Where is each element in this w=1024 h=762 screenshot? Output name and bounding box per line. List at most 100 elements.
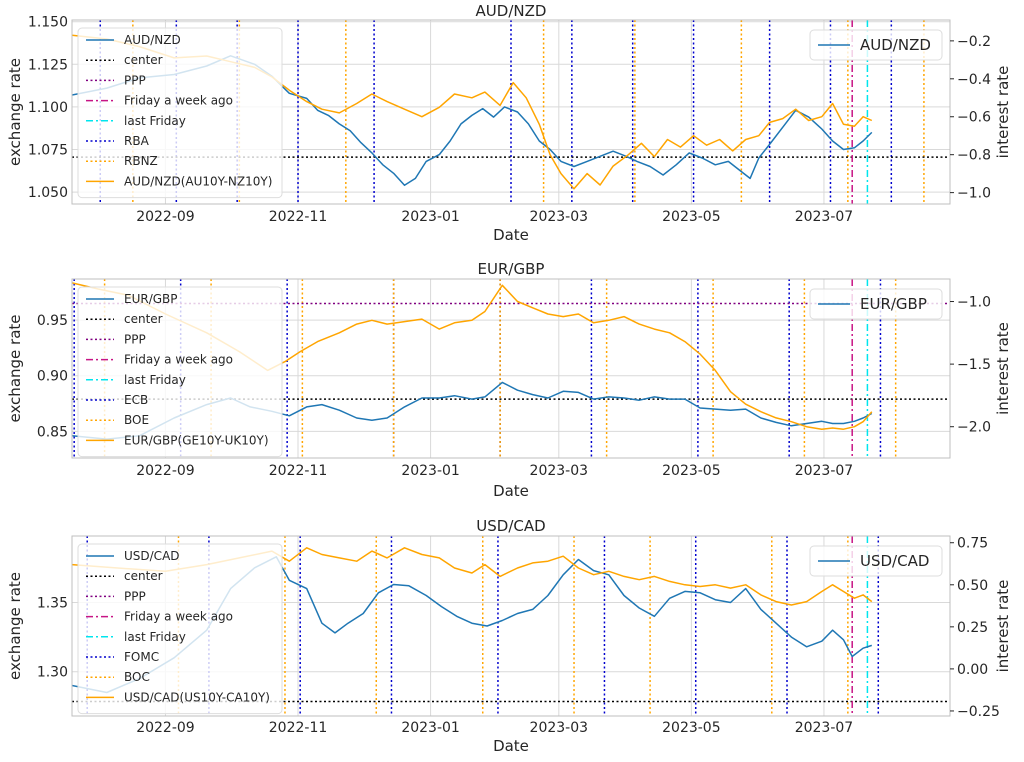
legend-entry-label: EUR/GBP	[124, 292, 178, 306]
x-tick-label: 2023-01	[401, 720, 460, 736]
x-tick-label: 2022-11	[269, 720, 328, 736]
y-tick-label: 0.95	[37, 313, 68, 329]
y-tick-label: 1.150	[28, 15, 68, 31]
y2-tick-label: 0.25	[957, 620, 988, 636]
fx-series-line	[72, 55, 873, 187]
x-tick-label: 2022-09	[136, 209, 195, 225]
legend-entry-label: last Friday	[124, 114, 186, 128]
y-tick-label: 1.075	[28, 142, 68, 158]
legend-entry-label: AUD/NZD	[860, 36, 931, 54]
y-tick-label: 0.85	[37, 424, 68, 440]
chart-title: EUR/GBP	[478, 260, 545, 278]
legend-entry-label: Friday a week ago	[124, 610, 233, 624]
y-tick-label: 1.050	[28, 185, 68, 201]
legend-box	[77, 286, 283, 458]
y-tick-label: 1.100	[28, 100, 68, 116]
x-axis-label: Date	[493, 226, 529, 244]
legend-entry-label: BOC	[124, 670, 150, 684]
y2-tick-label: 0.50	[957, 578, 988, 594]
y2-axis-label: interest rate	[994, 580, 1012, 673]
legend-entry-label: RBA	[124, 134, 150, 148]
legend-left: EUR/GBP center PPP Friday a week ago last Fr…	[77, 286, 283, 458]
x-tick-label: 2022-11	[269, 209, 328, 225]
legend-right: USD/CAD	[809, 545, 943, 577]
legend-entry-label: center	[124, 569, 163, 583]
y-tick-label: 1.30	[37, 665, 68, 681]
rate-series-line	[72, 547, 873, 606]
y2-tick-label: −0.25	[957, 704, 1000, 720]
y2-tick-label: −1.0	[957, 295, 991, 311]
axes-frame	[71, 278, 951, 459]
x-tick-label: 2023-07	[795, 463, 854, 479]
y-axis-label: exchange rate	[6, 314, 24, 422]
legend-entry-label: last Friday	[124, 373, 186, 387]
y2-tick-label: 0.75	[957, 536, 988, 552]
legend-right: AUD/NZD	[809, 29, 943, 61]
legend-right: EUR/GBP	[809, 288, 943, 320]
legend-box	[77, 543, 283, 715]
rate-series-line	[72, 282, 873, 430]
y2-tick-label: −1.5	[957, 357, 991, 373]
legend-entry-label: USD/CAD	[860, 552, 929, 570]
y-tick-label: 0.90	[37, 369, 68, 385]
chart-title: USD/CAD	[476, 517, 545, 535]
x-tick-label: 2023-03	[530, 209, 589, 225]
x-tick-label: 2023-05	[662, 209, 721, 225]
legend-entry-label: center	[124, 312, 163, 326]
x-tick-label: 2023-07	[795, 720, 854, 736]
y2-axis-label: interest rate	[994, 66, 1012, 159]
x-tick-label: 2023-05	[662, 720, 721, 736]
chart-panel-2: EUR/GBP 2022-09 2022-11 2023-01 2023-03 2023-…	[6, 260, 1012, 500]
y2-tick-label: −0.6	[957, 110, 991, 126]
legend-entry-label: PPP	[124, 73, 146, 87]
y2-tick-label: −1.0	[957, 186, 991, 202]
y-axis-label: exchange rate	[6, 58, 24, 166]
chart-title: AUD/NZD	[476, 2, 547, 20]
legend-entry-label: AUD/NZD	[124, 33, 181, 47]
legend-entry-label: EUR/GBP(GE10Y-UK10Y)	[124, 433, 269, 447]
legend-left: USD/CAD center PPP Friday a week ago last Fr…	[77, 543, 283, 715]
axes-frame	[71, 535, 951, 717]
legend-box	[809, 545, 943, 577]
y-axis-label: exchange rate	[6, 572, 24, 680]
legend-entry-label: ECB	[124, 393, 148, 407]
y2-tick-label: 0.00	[957, 662, 988, 678]
y2-axis-label: interest rate	[994, 322, 1012, 415]
x-tick-label: 2022-09	[136, 463, 195, 479]
legend-entry-label: BOE	[124, 413, 149, 427]
legend-box	[77, 27, 283, 199]
x-tick-label: 2023-03	[530, 720, 589, 736]
legend-box	[809, 288, 943, 320]
legend-entry-label: center	[124, 53, 163, 67]
x-axis-label: Date	[493, 482, 529, 500]
legend-entry-label: PPP	[124, 589, 146, 603]
x-tick-label: 2023-03	[530, 463, 589, 479]
y-tick-label: 1.125	[28, 57, 68, 73]
x-tick-label: 2023-01	[401, 463, 460, 479]
legend-entry-label: AUD/NZD(AU10Y-NZ10Y)	[124, 174, 272, 188]
legend-box	[809, 29, 943, 61]
x-tick-label: 2022-09	[136, 720, 195, 736]
x-axis-label: Date	[493, 737, 529, 755]
legend-entry-label: USD/CAD(US10Y-CA10Y)	[124, 690, 270, 704]
legend-entry-label: last Friday	[124, 630, 186, 644]
y2-tick-label: −0.2	[957, 34, 991, 50]
chart-panel-3: USD/CAD 2022-09 2022-11 2023-01 2023-03 2023-…	[6, 517, 1012, 755]
y2-tick-label: −0.4	[957, 72, 991, 88]
legend-entry-label: EUR/GBP	[860, 295, 927, 313]
legend-entry-label: RBNZ	[124, 154, 158, 168]
y2-tick-label: −2.0	[957, 420, 991, 436]
legend-entry-label: FOMC	[124, 650, 159, 664]
legend-left: AUD/NZD center PPP Friday a week ago last Fr…	[77, 27, 283, 199]
fx-series-line	[72, 556, 873, 694]
axes-frame	[71, 19, 951, 205]
legend-entry-label: Friday a week ago	[124, 353, 233, 367]
legend-entry-label: Friday a week ago	[124, 94, 233, 108]
x-tick-label: 2023-05	[662, 463, 721, 479]
legend-entry-label: PPP	[124, 332, 146, 346]
x-tick-label: 2023-07	[795, 209, 854, 225]
fx-series-line	[72, 381, 873, 440]
chart-panel-1: AUD/NZD 2022-09 2022-11 2023-01 2023-03 2023-…	[6, 2, 1012, 244]
y-tick-label: 1.35	[37, 595, 68, 611]
